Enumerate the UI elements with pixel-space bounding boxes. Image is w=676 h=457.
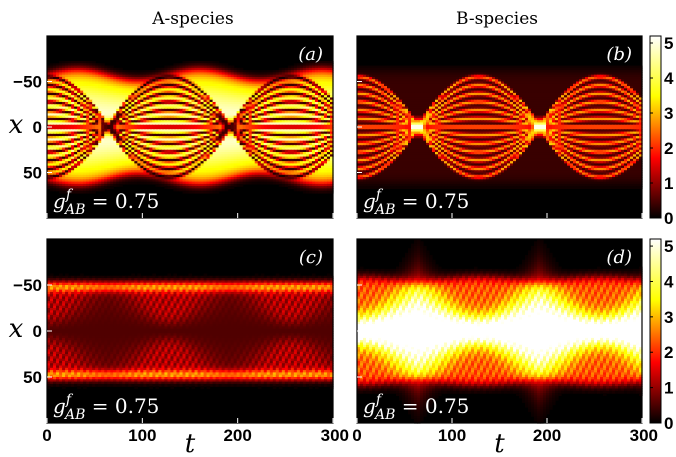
x-tick-label: 0 (42, 426, 51, 445)
panel-label: (d) (606, 247, 632, 268)
colorbar-tick-label: 4 (664, 272, 674, 291)
x-axis-label: t (185, 429, 196, 457)
heatmap-panel-a: (a) gf AB = 0.75 (46, 35, 334, 219)
colorbar-tick-label: 5 (664, 237, 673, 256)
x-tick-label: 300 (321, 426, 349, 445)
colorbar-tick-label: 3 (664, 104, 673, 123)
y-tick-label: 50 (23, 368, 42, 387)
column-title-a: A-species (151, 9, 233, 29)
heatmap-panel-c: (c) gf AB = 0.75 (46, 238, 334, 424)
y-tick-label: −50 (13, 276, 42, 295)
heatmap-panel-d: (d) gf AB = 0.75 (356, 238, 643, 424)
heatmap-panel-b: (b) gf AB = 0.75 (356, 35, 643, 219)
column-title-b: B-species (456, 9, 538, 29)
colorbar-gradient (649, 35, 662, 219)
colorbar-tick-label: 0 (664, 414, 673, 433)
coupling-annotation: gf AB = 0.75 (363, 392, 469, 423)
panel-label: (c) (299, 247, 323, 268)
x-tick-label: 0 (352, 426, 361, 445)
colorbar-tick-label: 5 (664, 34, 673, 53)
colorbar-tick-label: 1 (664, 174, 673, 193)
x-tick-label: 300 (630, 426, 658, 445)
y-axis-label: x (9, 314, 24, 344)
colorbar-tick-label: 4 (664, 69, 674, 88)
colorbar: 0 1 2 3 4 5 (649, 237, 674, 433)
colorbar-tick-label: 2 (664, 139, 673, 158)
panel-label: (a) (298, 44, 323, 65)
panels: (a) gf AB = 0.75 (b) gf AB = 0.75 (c) gf AB = 0.… (46, 35, 643, 424)
y-tick-label: 50 (23, 164, 42, 183)
x-axis-label: t (494, 429, 505, 457)
y-axis-label: x (9, 110, 24, 140)
colorbar-tick-label: 2 (664, 343, 673, 362)
colorbar-gradient (649, 238, 662, 424)
coupling-annotation: gf AB = 0.75 (53, 392, 159, 423)
x-tick-label: 100 (438, 426, 466, 445)
x-tick-label: 200 (533, 426, 561, 445)
colorbar-tick-label: 3 (664, 308, 673, 327)
x-tick-label: 100 (128, 426, 156, 445)
y-tick-label: 0 (33, 322, 42, 341)
panel-label: (b) (606, 44, 632, 65)
colorbar: 0 1 2 3 4 5 (649, 34, 674, 228)
y-tick-label: −50 (13, 73, 42, 92)
x-tick-label: 200 (223, 426, 251, 445)
colorbar-tick-label: 0 (664, 209, 673, 228)
coupling-annotation: gf AB = 0.75 (363, 187, 469, 218)
colorbar-tick-label: 1 (664, 379, 673, 398)
y-tick-label: 0 (33, 118, 42, 137)
coupling-annotation: gf AB = 0.75 (53, 187, 159, 218)
